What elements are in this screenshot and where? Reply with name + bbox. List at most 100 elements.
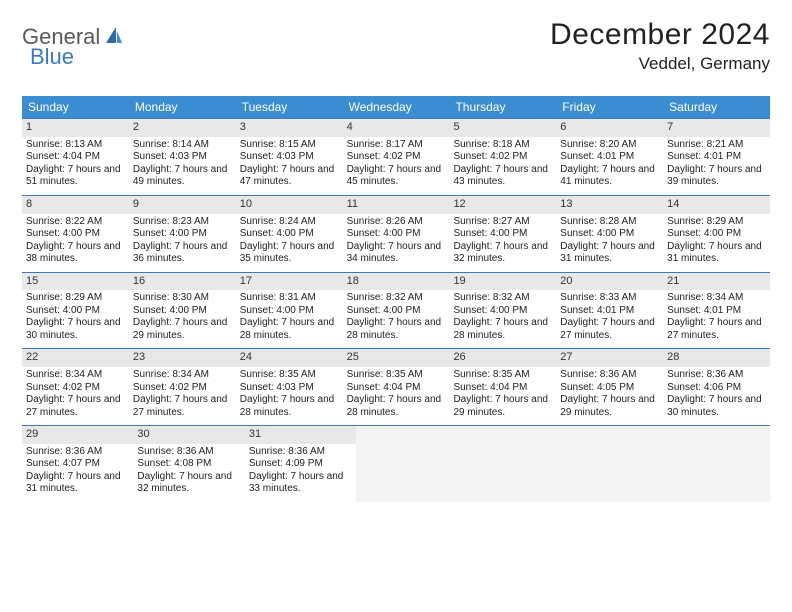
sunrise-line: Sunrise: 8:31 AM [240,292,339,305]
day-number: 7 [663,119,770,137]
month-title: December 2024 [550,18,770,52]
day-cell: 23Sunrise: 8:34 AMSunset: 4:02 PMDayligh… [129,349,236,425]
daylight-line: Daylight: 7 hours and 32 minutes. [137,471,240,496]
sunset-line: Sunset: 4:00 PM [26,305,125,318]
day-cell: 8Sunrise: 8:22 AMSunset: 4:00 PMDaylight… [22,196,129,272]
daylight-line: Daylight: 7 hours and 31 minutes. [667,241,766,266]
daylight-line: Daylight: 7 hours and 30 minutes. [667,394,766,419]
day-number: 18 [343,273,450,291]
empty-cell [563,426,666,502]
daylight-line: Daylight: 7 hours and 31 minutes. [560,241,659,266]
sunrise-line: Sunrise: 8:33 AM [560,292,659,305]
sunrise-line: Sunrise: 8:34 AM [667,292,766,305]
day-number: 1 [22,119,129,137]
day-number: 24 [236,349,343,367]
weekday-thursday: Thursday [449,96,556,118]
week-row: 15Sunrise: 8:29 AMSunset: 4:00 PMDayligh… [22,272,770,349]
sunset-line: Sunset: 4:06 PM [667,382,766,395]
weekday-header-row: SundayMondayTuesdayWednesdayThursdayFrid… [22,96,770,118]
sunset-line: Sunset: 4:01 PM [560,305,659,318]
daylight-line: Daylight: 7 hours and 35 minutes. [240,241,339,266]
day-cell: 6Sunrise: 8:20 AMSunset: 4:01 PMDaylight… [556,119,663,195]
day-number: 12 [449,196,556,214]
day-cell: 18Sunrise: 8:32 AMSunset: 4:00 PMDayligh… [343,273,450,349]
sunrise-line: Sunrise: 8:36 AM [137,446,240,459]
daylight-line: Daylight: 7 hours and 28 minutes. [347,317,446,342]
sunset-line: Sunset: 4:07 PM [26,458,129,471]
sunrise-line: Sunrise: 8:29 AM [26,292,125,305]
day-cell: 10Sunrise: 8:24 AMSunset: 4:00 PMDayligh… [236,196,343,272]
weekday-sunday: Sunday [22,96,129,118]
day-number: 5 [449,119,556,137]
weekday-friday: Friday [556,96,663,118]
sunset-line: Sunset: 4:00 PM [240,305,339,318]
day-cell: 22Sunrise: 8:34 AMSunset: 4:02 PMDayligh… [22,349,129,425]
sunset-line: Sunset: 4:02 PM [347,151,446,164]
weekday-tuesday: Tuesday [236,96,343,118]
sunrise-line: Sunrise: 8:14 AM [133,139,232,152]
sunset-line: Sunset: 4:04 PM [26,151,125,164]
day-number: 27 [556,349,663,367]
daylight-line: Daylight: 7 hours and 31 minutes. [26,471,129,496]
sunrise-line: Sunrise: 8:26 AM [347,216,446,229]
sunrise-line: Sunrise: 8:36 AM [26,446,129,459]
sunset-line: Sunset: 4:02 PM [453,151,552,164]
day-cell: 4Sunrise: 8:17 AMSunset: 4:02 PMDaylight… [343,119,450,195]
weekday-monday: Monday [129,96,236,118]
day-cell: 24Sunrise: 8:35 AMSunset: 4:03 PMDayligh… [236,349,343,425]
weeks-container: 1Sunrise: 8:13 AMSunset: 4:04 PMDaylight… [22,118,770,502]
day-number: 11 [343,196,450,214]
sunrise-line: Sunrise: 8:30 AM [133,292,232,305]
sunrise-line: Sunrise: 8:24 AM [240,216,339,229]
daylight-line: Daylight: 7 hours and 28 minutes. [347,394,446,419]
daylight-line: Daylight: 7 hours and 38 minutes. [26,241,125,266]
daylight-line: Daylight: 7 hours and 43 minutes. [453,164,552,189]
sunrise-line: Sunrise: 8:22 AM [26,216,125,229]
day-cell: 11Sunrise: 8:26 AMSunset: 4:00 PMDayligh… [343,196,450,272]
day-number: 6 [556,119,663,137]
sunset-line: Sunset: 4:00 PM [133,228,232,241]
sunrise-line: Sunrise: 8:23 AM [133,216,232,229]
brand-part2-wrap: Blue [30,44,74,70]
day-number: 20 [556,273,663,291]
sunset-line: Sunset: 4:00 PM [667,228,766,241]
week-row: 8Sunrise: 8:22 AMSunset: 4:00 PMDaylight… [22,195,770,272]
day-cell: 29Sunrise: 8:36 AMSunset: 4:07 PMDayligh… [22,426,133,502]
sunrise-line: Sunrise: 8:34 AM [133,369,232,382]
day-cell: 1Sunrise: 8:13 AMSunset: 4:04 PMDaylight… [22,119,129,195]
daylight-line: Daylight: 7 hours and 33 minutes. [249,471,352,496]
day-cell: 20Sunrise: 8:33 AMSunset: 4:01 PMDayligh… [556,273,663,349]
sunrise-line: Sunrise: 8:28 AM [560,216,659,229]
daylight-line: Daylight: 7 hours and 27 minutes. [26,394,125,419]
day-cell: 28Sunrise: 8:36 AMSunset: 4:06 PMDayligh… [663,349,770,425]
sunset-line: Sunset: 4:00 PM [133,305,232,318]
sunset-line: Sunset: 4:04 PM [347,382,446,395]
sunset-line: Sunset: 4:03 PM [240,151,339,164]
day-cell: 27Sunrise: 8:36 AMSunset: 4:05 PMDayligh… [556,349,663,425]
daylight-line: Daylight: 7 hours and 30 minutes. [26,317,125,342]
sunrise-line: Sunrise: 8:35 AM [347,369,446,382]
sunrise-line: Sunrise: 8:21 AM [667,139,766,152]
daylight-line: Daylight: 7 hours and 28 minutes. [240,394,339,419]
day-cell: 31Sunrise: 8:36 AMSunset: 4:09 PMDayligh… [245,426,356,502]
daylight-line: Daylight: 7 hours and 28 minutes. [453,317,552,342]
day-cell: 7Sunrise: 8:21 AMSunset: 4:01 PMDaylight… [663,119,770,195]
daylight-line: Daylight: 7 hours and 51 minutes. [26,164,125,189]
day-cell: 21Sunrise: 8:34 AMSunset: 4:01 PMDayligh… [663,273,770,349]
sunrise-line: Sunrise: 8:35 AM [453,369,552,382]
calendar-grid: SundayMondayTuesdayWednesdayThursdayFrid… [22,96,770,502]
sunrise-line: Sunrise: 8:27 AM [453,216,552,229]
sunset-line: Sunset: 4:09 PM [249,458,352,471]
day-number: 13 [556,196,663,214]
sunrise-line: Sunrise: 8:18 AM [453,139,552,152]
daylight-line: Daylight: 7 hours and 32 minutes. [453,241,552,266]
daylight-line: Daylight: 7 hours and 34 minutes. [347,241,446,266]
day-number: 2 [129,119,236,137]
daylight-line: Daylight: 7 hours and 45 minutes. [347,164,446,189]
day-number: 8 [22,196,129,214]
day-cell: 15Sunrise: 8:29 AMSunset: 4:00 PMDayligh… [22,273,129,349]
sunrise-line: Sunrise: 8:32 AM [453,292,552,305]
day-number: 21 [663,273,770,291]
empty-cell [460,426,563,502]
sunset-line: Sunset: 4:01 PM [560,151,659,164]
